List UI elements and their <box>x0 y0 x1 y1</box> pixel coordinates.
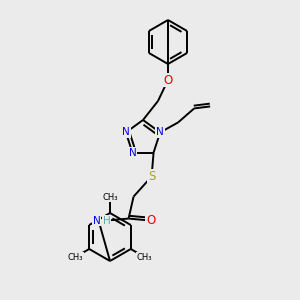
Text: H: H <box>103 216 110 226</box>
Text: S: S <box>148 170 155 183</box>
Text: N: N <box>122 128 130 137</box>
Text: N: N <box>93 216 101 226</box>
Text: O: O <box>146 214 155 227</box>
Text: CH₃: CH₃ <box>102 193 118 202</box>
Text: N: N <box>128 148 136 158</box>
Text: O: O <box>164 74 172 86</box>
Text: CH₃: CH₃ <box>68 253 83 262</box>
Text: N: N <box>156 128 164 137</box>
Text: CH₃: CH₃ <box>137 253 152 262</box>
